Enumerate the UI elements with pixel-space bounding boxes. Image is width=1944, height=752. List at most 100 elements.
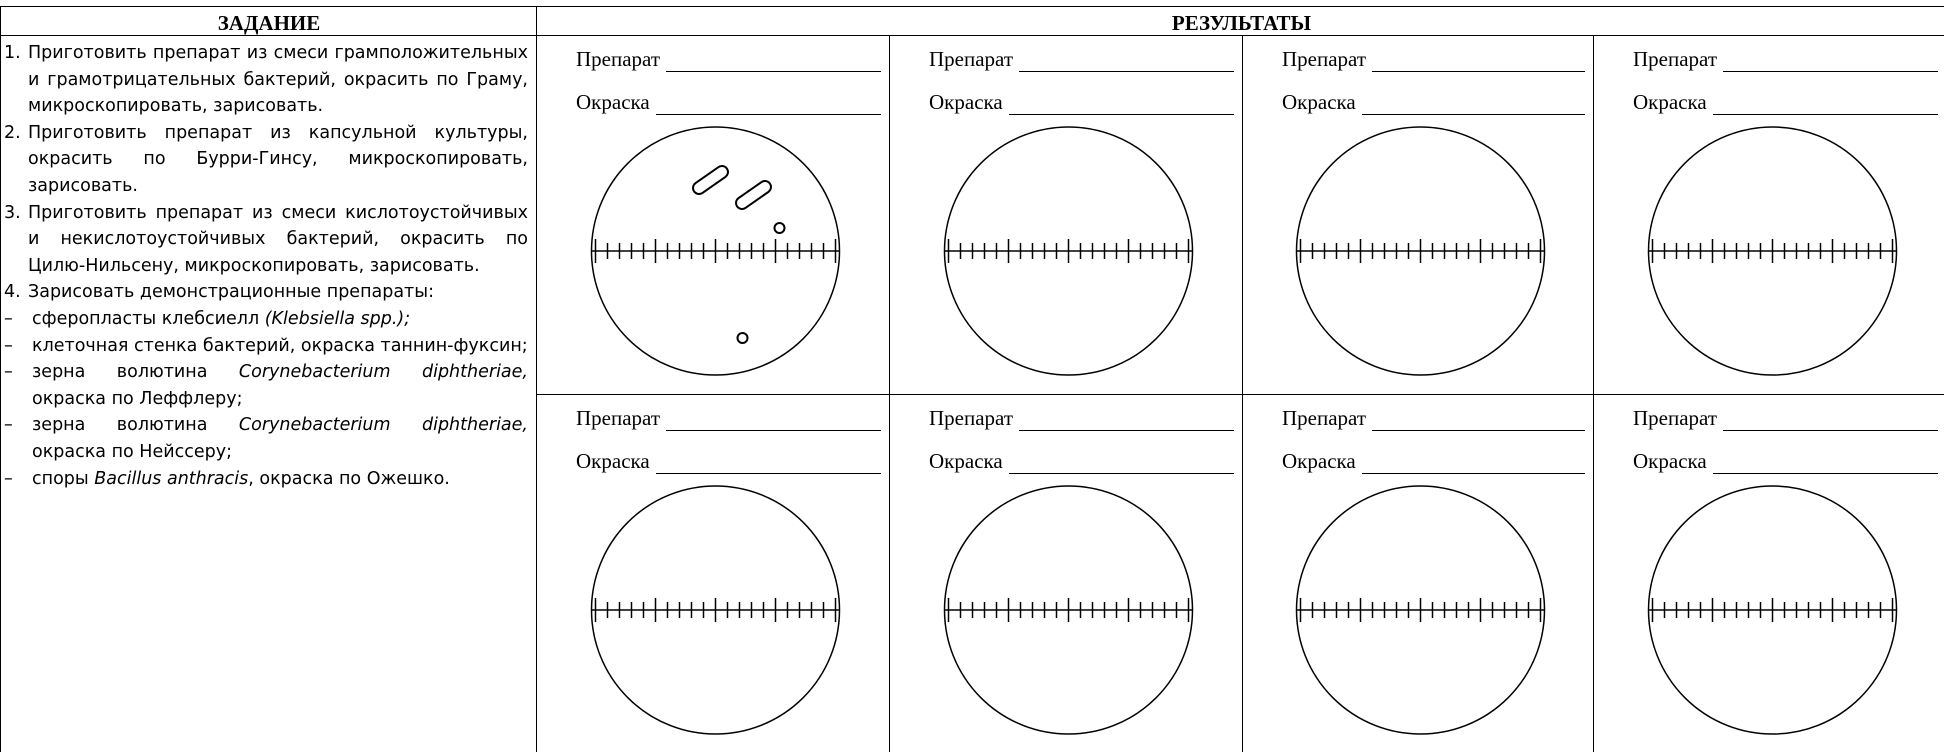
text-segment: Bacillus anthracis (94, 468, 249, 489)
field-name: Окраска (576, 90, 650, 114)
microscope-field (943, 126, 1194, 376)
microscope-field (1647, 126, 1898, 376)
task-number: 3. (4, 202, 21, 223)
field-label: Окраска (1282, 90, 1585, 115)
bacterium-coccus (736, 332, 749, 344)
task-number: 2. (4, 122, 21, 143)
bullet: – (4, 308, 13, 329)
blank-line (1372, 53, 1585, 72)
task-text: Приготовить препарат из смеси грамположи… (28, 43, 528, 117)
task-item: 4. Зарисовать демонстрационные препараты: (4, 279, 528, 306)
field-label: Препарат (929, 47, 1234, 72)
header-task: ЗАДАНИЕ (0, 6, 537, 36)
field-name: Препарат (929, 406, 1013, 430)
result-panel (1593, 394, 1944, 752)
blank-line (1008, 455, 1234, 474)
field-name: Препарат (576, 47, 660, 71)
field-name: Окраска (1633, 90, 1707, 114)
field-name: Препарат (1633, 406, 1717, 430)
task-text: Зарисовать демонстрационные препараты: (28, 282, 434, 303)
text-segment: клеточная стенка бактерий, окраска танни… (32, 335, 528, 356)
field-name: Окраска (929, 449, 1003, 473)
bullet: – (4, 335, 13, 356)
task-item: 2. Приготовить препарат из капсульной кул… (4, 120, 528, 200)
microscope-field (943, 485, 1194, 735)
task-subitem: – сферопласты клебсиелл (Klebsiella spp.)… (4, 306, 528, 333)
task-text: Приготовить препарат из смеси кислотоуст… (28, 202, 528, 276)
field-name: Препарат (929, 47, 1013, 71)
task-subitem: – зерна волютина Corynebacterium diphther… (4, 412, 528, 465)
task-item: 3. Приготовить препарат из смеси кислотоу… (4, 200, 528, 280)
field-label: Препарат (1282, 47, 1585, 72)
blank-line (655, 455, 881, 474)
field-name: Окраска (929, 90, 1003, 114)
blank-line (1723, 412, 1938, 431)
field-label: Препарат (576, 47, 881, 72)
microscope-field (590, 126, 841, 376)
result-panel (889, 35, 1243, 395)
text-segment: , окраска по Ожешко. (248, 468, 450, 489)
blank-line (1019, 412, 1234, 431)
field-name: Окраска (1282, 449, 1356, 473)
field-label: Препарат (1633, 47, 1938, 72)
task-list: 1. Приготовить препарат из смеси грамполо… (4, 40, 528, 492)
text-segment: Corynebacterium diphtheriae, (238, 362, 528, 383)
text-segment: окраска по Нейссеру; (32, 441, 232, 462)
microscope-field (590, 485, 841, 735)
text-segment: окраска по Леффлеру; (32, 388, 243, 409)
bacterium-rod (735, 179, 772, 211)
result-panel (1242, 35, 1594, 395)
header-results: РЕЗУЛЬТАТЫ (536, 6, 1944, 36)
field-label: Окраска (929, 449, 1234, 474)
result-panel (536, 35, 890, 395)
field-label: Окраска (1282, 449, 1585, 474)
blank-line (1723, 53, 1938, 72)
text-segment: Corynebacterium diphtheriae, (238, 415, 528, 436)
blank-line (1361, 96, 1585, 115)
task-number: 1. (4, 43, 21, 63)
field-label: Окраска (576, 90, 881, 115)
bullet: – (4, 362, 13, 383)
task-cell (0, 35, 537, 752)
bullet: – (4, 415, 13, 436)
result-panel (1593, 35, 1944, 395)
field-name: Препарат (1282, 406, 1366, 430)
field-label: Препарат (1633, 406, 1938, 431)
field-name: Препарат (576, 406, 660, 430)
text-segment: (Klebsiella spp.); (264, 308, 411, 329)
task-subitem: – зерна волютина Corynebacterium diphther… (4, 359, 528, 412)
text-segment: сферопласты клебсиелл (32, 308, 265, 329)
blank-line (655, 96, 881, 115)
field-label: Окраска (1633, 90, 1938, 115)
blank-line (1008, 96, 1234, 115)
field-name: Окраска (1282, 90, 1356, 114)
subitem-text: споры Bacillus anthracis, окраска по Оже… (32, 466, 450, 493)
task-number: 4. (4, 282, 21, 303)
field-label: Препарат (576, 406, 881, 431)
blank-line (1712, 455, 1938, 474)
field-label: Окраска (576, 449, 881, 474)
subitem-text: сферопласты клебсиелл (Klebsiella spp.); (32, 306, 410, 333)
result-panel (1242, 394, 1594, 752)
blank-line (666, 412, 881, 431)
result-panel (536, 394, 890, 752)
field-name: Окраска (576, 449, 650, 473)
task-subitem: – споры Bacillus anthracis, окраска по Ож… (4, 466, 528, 493)
field-label: Окраска (929, 90, 1234, 115)
bullet: – (4, 468, 13, 489)
subitem-text: клеточная стенка бактерий, окраска танни… (32, 333, 528, 360)
microscope-field (1647, 485, 1898, 735)
text-segment: зерна волютина (32, 415, 239, 436)
field-label: Окраска (1633, 449, 1938, 474)
subitem-text: зерна волютина Corynebacterium diphtheri… (32, 412, 528, 465)
task-item: 1. Приготовить препарат из смеси грамполо… (4, 40, 528, 120)
field-name: Препарат (1633, 47, 1717, 71)
blank-line (1361, 455, 1585, 474)
task-subitem: – клеточная стенка бактерий, окраска танн… (4, 333, 528, 360)
blank-line (1019, 53, 1234, 72)
text-segment: споры (32, 468, 95, 489)
blank-line (1372, 412, 1585, 431)
blank-line (1712, 96, 1938, 115)
text-segment: зерна волютина (32, 362, 239, 383)
